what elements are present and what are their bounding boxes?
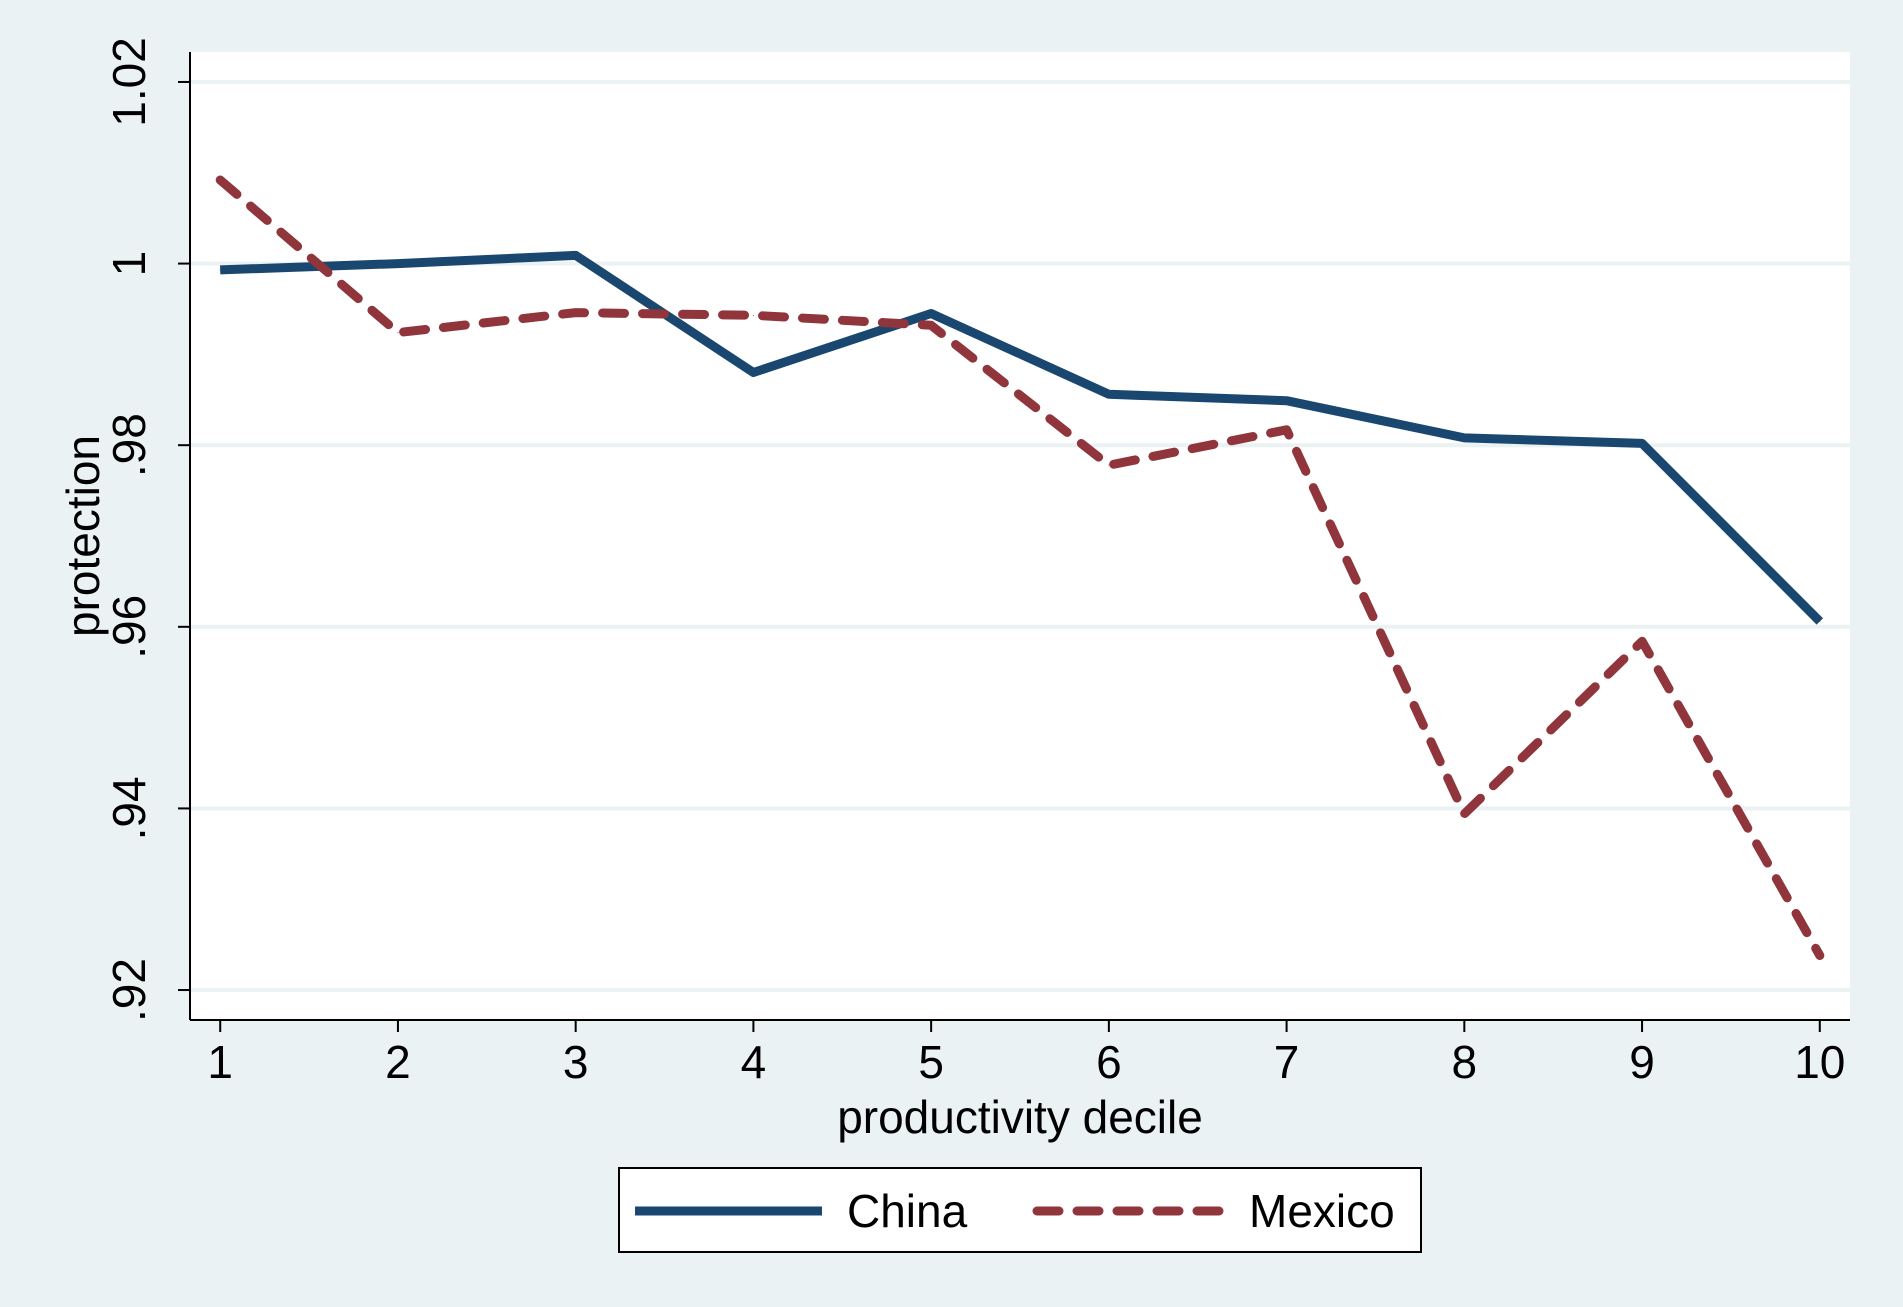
series-point-china-10	[1819, 620, 1821, 622]
gridlines	[190, 79, 1850, 993]
series-point-mexico-6	[1108, 464, 1110, 466]
series-point-mexico-2	[397, 332, 399, 334]
series-lines	[215, 175, 1825, 960]
x-tick-label-3: 4	[741, 1036, 767, 1088]
series-point-china-6	[1108, 393, 1110, 395]
series-point-china-1	[219, 269, 221, 271]
x-tick-label-2: 3	[563, 1036, 589, 1088]
x-tick-label-4: 5	[918, 1036, 944, 1088]
x-tick-label-0: 1	[207, 1036, 233, 1088]
y-tick-label-5: 1.02	[103, 37, 155, 127]
y-axis-title: protection	[57, 435, 109, 637]
x-tick-label-9: 10	[1794, 1036, 1845, 1088]
series-point-mexico-9	[1641, 640, 1643, 642]
x-axis-title: productivity decile	[837, 1091, 1203, 1143]
series-point-mexico-4	[752, 314, 754, 316]
x-tick-label-5: 6	[1096, 1036, 1122, 1088]
series-point-china-8	[1463, 437, 1465, 439]
series-point-china-2	[397, 263, 399, 265]
x-tick-label-8: 9	[1629, 1036, 1655, 1088]
x-tick-label-6: 7	[1274, 1036, 1300, 1088]
y-tick-label-2: .96	[103, 595, 155, 659]
series-point-mexico-7	[1286, 429, 1288, 431]
plot-area	[190, 52, 1850, 1020]
y-tick-label-4: 1	[103, 251, 155, 277]
series-point-china-7	[1286, 400, 1288, 402]
legend: China Mexico	[618, 1167, 1422, 1253]
series-point-mexico-5	[930, 324, 932, 326]
y-tick-label-0: .92	[103, 958, 155, 1022]
series-point-mexico-10	[1819, 955, 1821, 957]
series-point-mexico-1	[219, 179, 221, 181]
y-tick-label-3: .98	[103, 413, 155, 477]
axes: .92 .94 .96 .98 1 1.02 1 2 3 4 5 6 7 8 9 10	[103, 37, 1850, 1088]
series-point-china-5	[930, 313, 932, 315]
series-point-mexico-8	[1463, 813, 1465, 815]
legend-label-china: China	[847, 1185, 968, 1237]
series-point-china-9	[1641, 442, 1643, 444]
y-tick-label-1: .94	[103, 776, 155, 840]
series-line-china	[220, 250, 1823, 625]
series-point-china-3	[575, 254, 577, 256]
x-tick-label-1: 2	[385, 1036, 411, 1088]
series-point-mexico-3	[575, 312, 577, 314]
series-line-mexico	[215, 175, 1825, 960]
x-tick-label-7: 8	[1452, 1036, 1478, 1088]
series-point-china-4	[752, 372, 754, 374]
legend-label-mexico: Mexico	[1249, 1185, 1395, 1237]
